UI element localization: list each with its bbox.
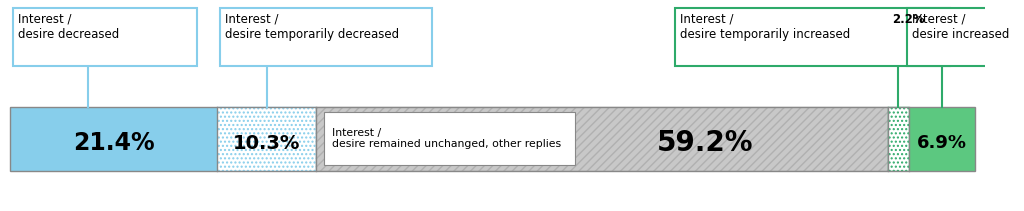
Text: Interest /
desire increased: Interest / desire increased [911,13,1009,41]
FancyBboxPatch shape [13,8,197,66]
Text: 59.2%: 59.2% [656,129,753,157]
Text: 2.2%: 2.2% [892,13,925,26]
FancyBboxPatch shape [907,8,1024,66]
Bar [316,107,888,170]
Bar [217,107,316,170]
Text: 6.9%: 6.9% [918,134,967,152]
Bar [217,107,316,170]
Bar [909,107,976,170]
Bar [888,107,909,170]
Bar [888,107,909,170]
Bar [10,107,217,170]
FancyBboxPatch shape [220,8,432,66]
Text: Interest /
desire temporarily increased: Interest / desire temporarily increased [680,13,850,41]
FancyBboxPatch shape [675,8,950,66]
Text: Interest /
desire remained unchanged, other replies: Interest / desire remained unchanged, ot… [332,128,561,149]
Text: Interest /
desire temporarily decreased: Interest / desire temporarily decreased [224,13,398,41]
Bar [316,107,888,170]
Text: Interest /
desire decreased: Interest / desire decreased [18,13,120,41]
Bar [217,107,316,170]
Bar [10,107,976,170]
Bar [888,107,909,170]
Text: 10.3%: 10.3% [232,134,300,153]
Bar [324,112,574,165]
Text: 21.4%: 21.4% [73,131,155,155]
